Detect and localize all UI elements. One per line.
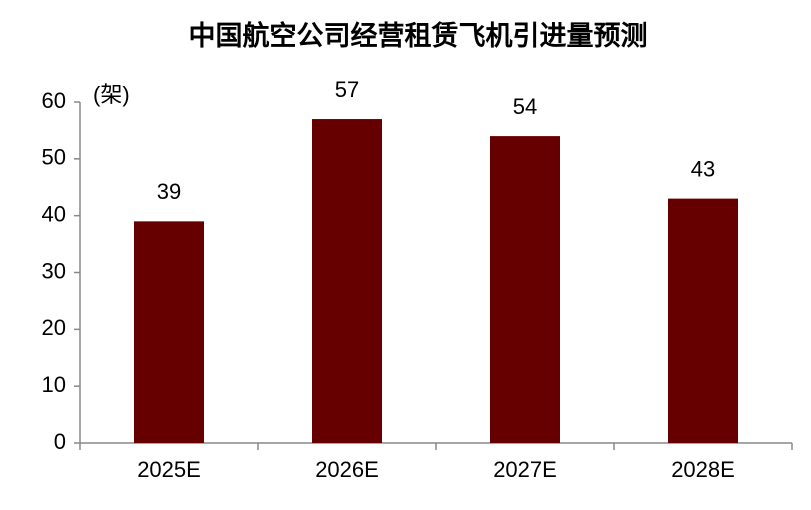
data-label: 57 — [335, 77, 359, 102]
y-axis-label: (架) — [93, 82, 130, 107]
y-tick-label: 10 — [42, 372, 66, 397]
data-label: 54 — [513, 94, 537, 119]
x-tick-label: 2028E — [671, 457, 735, 482]
y-tick-label: 0 — [54, 429, 66, 454]
bar — [668, 198, 738, 443]
bar — [490, 136, 560, 443]
bar — [134, 221, 204, 443]
data-label: 43 — [691, 156, 715, 181]
x-tick-label: 2026E — [315, 457, 379, 482]
y-tick-label: 30 — [42, 258, 66, 283]
y-tick-label: 20 — [42, 315, 66, 340]
chart-title: 中国航空公司经营租赁飞机引进量预测 — [189, 20, 648, 51]
x-tick-label: 2027E — [493, 457, 557, 482]
x-tick-label: 2025E — [137, 457, 201, 482]
data-label: 39 — [157, 179, 181, 204]
y-tick-label: 50 — [42, 145, 66, 170]
y-tick-label: 60 — [42, 88, 66, 113]
bar — [312, 119, 382, 444]
y-tick-label: 40 — [42, 201, 66, 226]
